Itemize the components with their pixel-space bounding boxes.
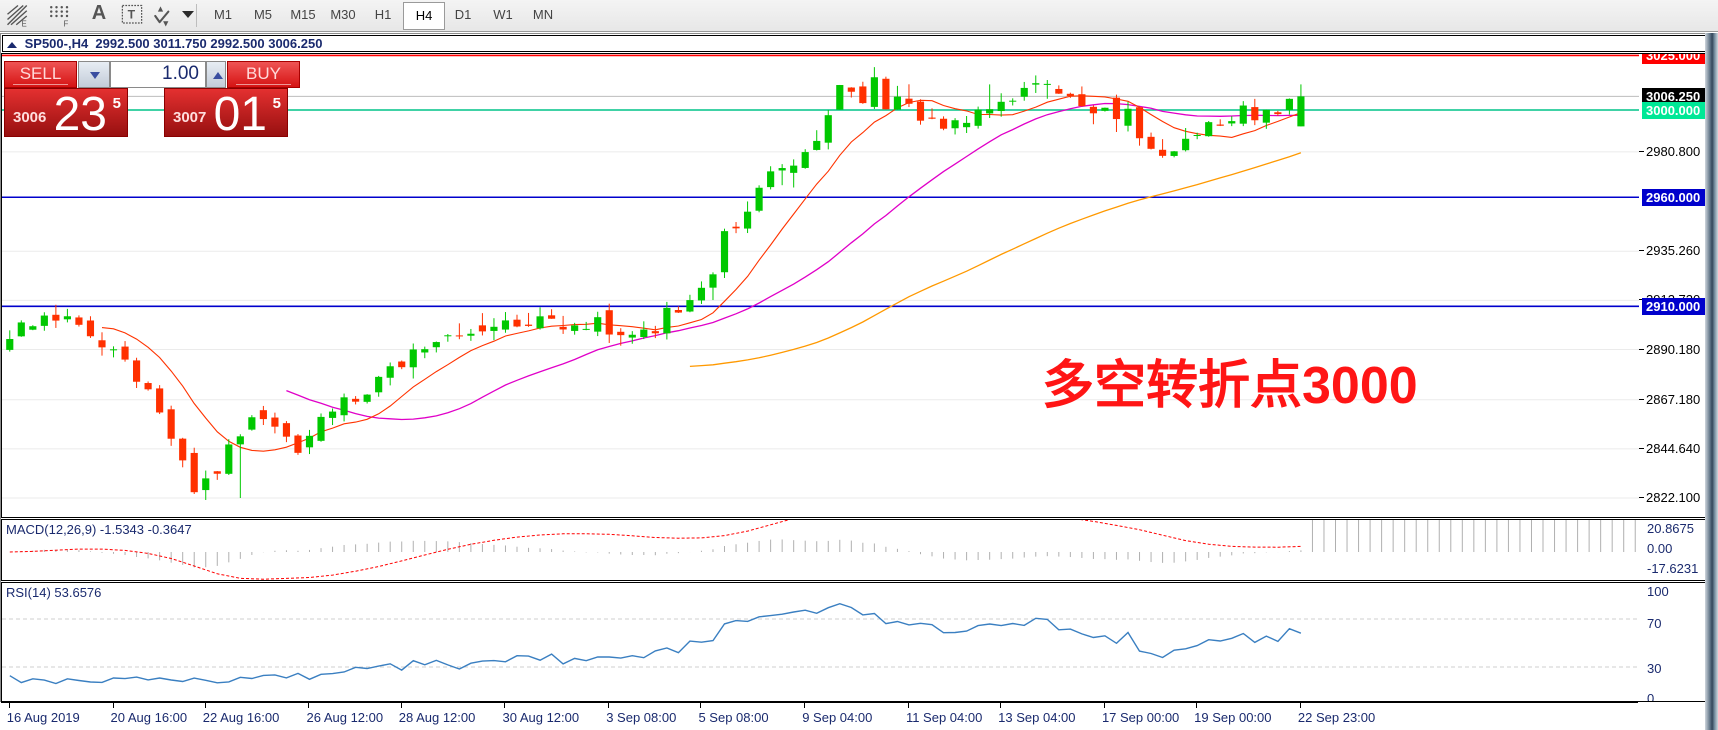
svg-text:T: T bbox=[128, 8, 136, 22]
svg-text:F: F bbox=[64, 20, 69, 29]
svg-text:E: E bbox=[22, 20, 27, 29]
